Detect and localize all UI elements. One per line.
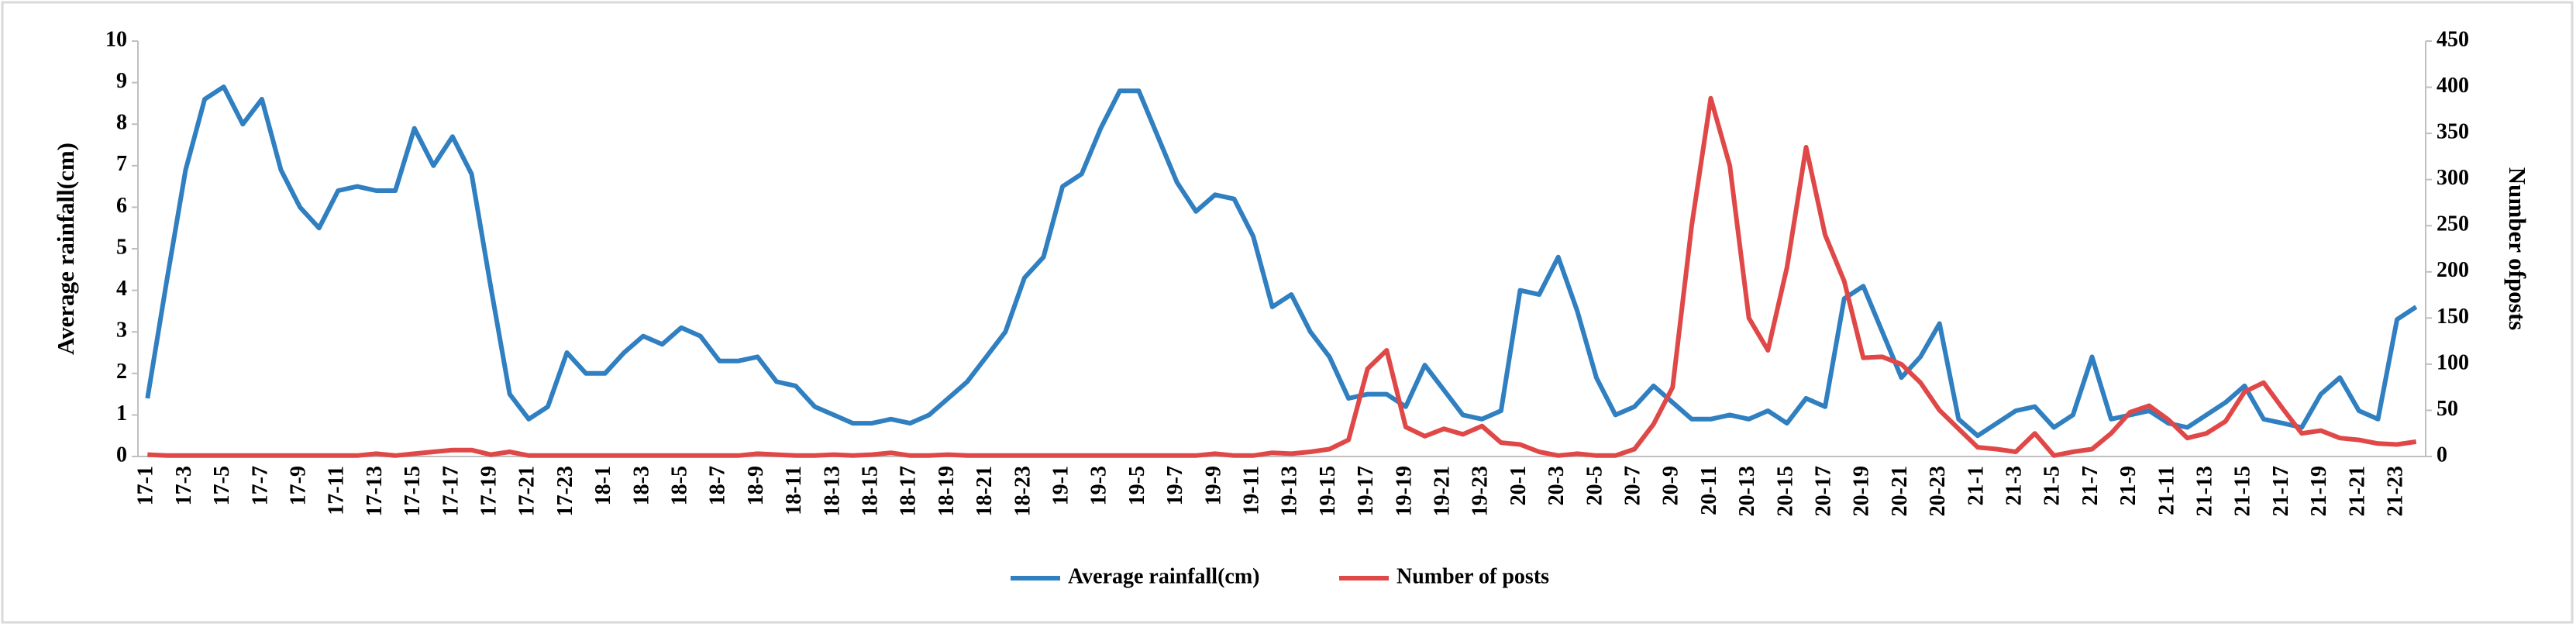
x-tick-label: 17-13 bbox=[363, 466, 387, 516]
x-tick-label: 21-19 bbox=[2307, 466, 2331, 516]
x-tick-label: 20-13 bbox=[1735, 466, 1759, 516]
x-tick-label: 20-1 bbox=[1507, 466, 1531, 505]
y-tick-label: 9 bbox=[116, 69, 127, 93]
y2-tick-label: 200 bbox=[2437, 258, 2469, 282]
series-line bbox=[145, 84, 2418, 439]
x-tick-label: 18-19 bbox=[935, 466, 959, 516]
x-tick-label: 17-3 bbox=[172, 466, 196, 505]
x-tick-label: 21-13 bbox=[2193, 466, 2217, 516]
y2-tick-label: 350 bbox=[2437, 120, 2469, 144]
x-tick-label: 21-17 bbox=[2269, 466, 2293, 516]
x-tick-label: 18-23 bbox=[1011, 466, 1035, 516]
x-tick-label: 17-21 bbox=[515, 466, 539, 516]
x-tick-label: 21-15 bbox=[2231, 466, 2255, 516]
y2-tick-label: 250 bbox=[2437, 212, 2469, 236]
x-tick-label: 18-3 bbox=[629, 466, 653, 505]
y-tick-label: 2 bbox=[116, 360, 127, 384]
x-tick-label: 17-7 bbox=[248, 466, 272, 505]
x-tick-label: 21-1 bbox=[1964, 466, 1988, 505]
x-tick-label: 19-19 bbox=[1392, 466, 1416, 516]
y2-tick-label: 300 bbox=[2437, 166, 2469, 190]
x-tick-label: 19-17 bbox=[1354, 466, 1378, 516]
y-axis-title: Average rainfall(cm) bbox=[52, 143, 79, 355]
x-tick-label: 21-23 bbox=[2384, 466, 2408, 516]
y2-axis-title: Number ofposts bbox=[2504, 167, 2531, 330]
x-tick-label: 18-13 bbox=[820, 466, 844, 516]
x-tick-label: 19-9 bbox=[1201, 466, 1225, 505]
x-tick-label: 21-3 bbox=[2003, 466, 2027, 505]
y-tick-label: 8 bbox=[116, 111, 127, 135]
y2-tick-label: 450 bbox=[2437, 27, 2469, 51]
y-tick-label: 5 bbox=[116, 235, 127, 259]
x-tick-label: 19-13 bbox=[1278, 466, 1302, 516]
x-tick-label: 19-5 bbox=[1125, 466, 1149, 505]
y-tick-label: 7 bbox=[116, 152, 127, 176]
x-tick-label: 19-3 bbox=[1087, 466, 1111, 505]
x-tick-label: 18-21 bbox=[973, 466, 997, 516]
x-tick-label: 20-21 bbox=[1888, 466, 1912, 516]
x-tick-label: 20-17 bbox=[1812, 466, 1836, 516]
y2-tick-label: 0 bbox=[2437, 443, 2447, 467]
x-tick-label: 20-9 bbox=[1659, 466, 1683, 505]
x-tick-label: 19-11 bbox=[1240, 466, 1264, 515]
x-tick-label: 17-1 bbox=[134, 466, 158, 505]
x-tick-label: 18-1 bbox=[591, 466, 615, 505]
x-tick-label: 18-5 bbox=[668, 466, 692, 505]
legend-label: Number of posts bbox=[1396, 564, 1549, 588]
x-tick-label: 20-15 bbox=[1773, 466, 1797, 516]
x-tick-label: 21-21 bbox=[2345, 466, 2369, 516]
x-tick-label: 21-11 bbox=[2154, 466, 2178, 515]
y2-tick-label: 100 bbox=[2437, 350, 2469, 374]
x-tick-label: 18-9 bbox=[744, 466, 768, 505]
x-tick-label: 20-23 bbox=[1926, 466, 1950, 516]
x-tick-label: 21-9 bbox=[2116, 466, 2140, 505]
y-tick-label: 0 bbox=[116, 443, 127, 467]
series-line bbox=[147, 95, 2417, 458]
y-tick-label: 3 bbox=[116, 319, 127, 343]
x-tick-label: 17-15 bbox=[401, 466, 425, 516]
y-tick-label: 4 bbox=[116, 277, 127, 301]
x-tick-label: 19-15 bbox=[1316, 466, 1340, 516]
x-tick-label: 20-5 bbox=[1582, 466, 1607, 505]
y-tick-label: 6 bbox=[116, 194, 127, 218]
y2-tick-label: 50 bbox=[2437, 397, 2458, 421]
y-tick-label: 1 bbox=[116, 401, 127, 425]
x-tick-label: 17-11 bbox=[325, 466, 349, 515]
x-tick-label: 17-19 bbox=[477, 466, 501, 516]
x-tick-label: 19-7 bbox=[1163, 466, 1187, 505]
y2-tick-label: 150 bbox=[2437, 305, 2469, 329]
x-tick-label: 18-7 bbox=[706, 466, 730, 505]
x-tick-label: 20-11 bbox=[1697, 466, 1721, 515]
x-tick-label: 21-7 bbox=[2078, 466, 2102, 505]
x-tick-label: 19-21 bbox=[1431, 466, 1455, 516]
x-tick-label: 21-5 bbox=[2040, 466, 2065, 505]
y2-tick-label: 400 bbox=[2437, 74, 2469, 98]
x-tick-label: 20-7 bbox=[1621, 466, 1645, 505]
x-tick-label: 19-1 bbox=[1049, 466, 1073, 505]
x-tick-label: 18-15 bbox=[859, 466, 883, 516]
x-tick-label: 17-9 bbox=[287, 466, 311, 505]
legend-label: Average rainfall(cm) bbox=[1068, 564, 1260, 588]
y-tick-label: 10 bbox=[105, 27, 127, 51]
x-tick-label: 20-3 bbox=[1545, 466, 1569, 505]
x-tick-label: 18-17 bbox=[897, 466, 921, 516]
x-tick-label: 17-5 bbox=[210, 466, 234, 505]
x-tick-label: 20-19 bbox=[1850, 466, 1874, 516]
x-tick-label: 17-17 bbox=[439, 466, 463, 516]
x-tick-label: 18-11 bbox=[782, 466, 806, 515]
x-tick-label: 19-23 bbox=[1469, 466, 1493, 516]
x-tick-label: 17-23 bbox=[553, 466, 577, 516]
